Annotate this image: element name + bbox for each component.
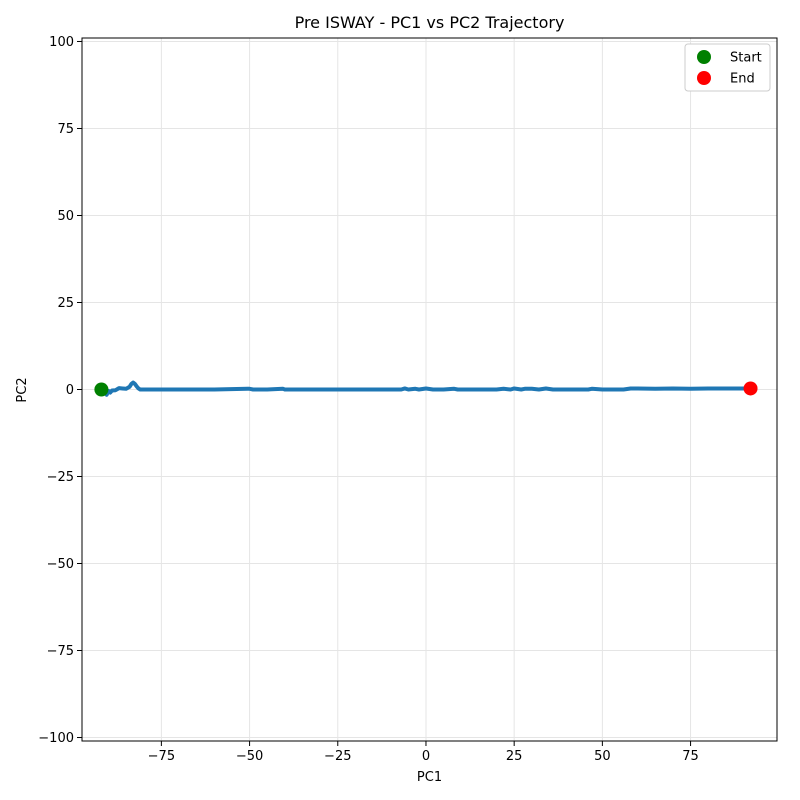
y-tick-label: 0 bbox=[66, 383, 74, 398]
y-axis: −100 −75 −50 −25 0 25 50 75 100 bbox=[38, 35, 82, 746]
legend-start-label: Start bbox=[730, 51, 762, 66]
plot-area bbox=[94, 380, 758, 397]
y-tick-label: −100 bbox=[38, 731, 74, 746]
x-tick-label: −50 bbox=[236, 749, 263, 764]
y-tick-label: −25 bbox=[47, 470, 74, 485]
y-tick-label: 25 bbox=[57, 296, 74, 311]
y-tick-label: 75 bbox=[57, 122, 74, 137]
y-tick-label: 50 bbox=[57, 209, 74, 224]
y-axis-label: PC2 bbox=[15, 377, 30, 402]
y-tick-label: −75 bbox=[47, 644, 74, 659]
x-tick-label: 50 bbox=[594, 749, 611, 764]
x-axis: −75 −50 −25 0 25 50 75 bbox=[148, 741, 699, 764]
chart-title: Pre ISWAY - PC1 vs PC2 Trajectory bbox=[295, 13, 565, 32]
legend-start-marker bbox=[697, 50, 711, 64]
x-tick-label: −25 bbox=[324, 749, 351, 764]
x-tick-label: 0 bbox=[422, 749, 430, 764]
legend-end-marker bbox=[697, 71, 711, 85]
start-point bbox=[94, 382, 109, 397]
x-tick-label: 75 bbox=[682, 749, 699, 764]
x-tick-label: 25 bbox=[506, 749, 523, 764]
legend: Start End bbox=[684, 43, 771, 92]
end-point bbox=[743, 381, 758, 396]
x-tick-label: −75 bbox=[148, 749, 175, 764]
x-axis-label: PC1 bbox=[417, 770, 442, 785]
y-tick-label: −50 bbox=[47, 557, 74, 572]
y-tick-label: 100 bbox=[49, 35, 74, 50]
legend-end-label: End bbox=[730, 72, 755, 87]
trajectory-line bbox=[99, 380, 753, 397]
